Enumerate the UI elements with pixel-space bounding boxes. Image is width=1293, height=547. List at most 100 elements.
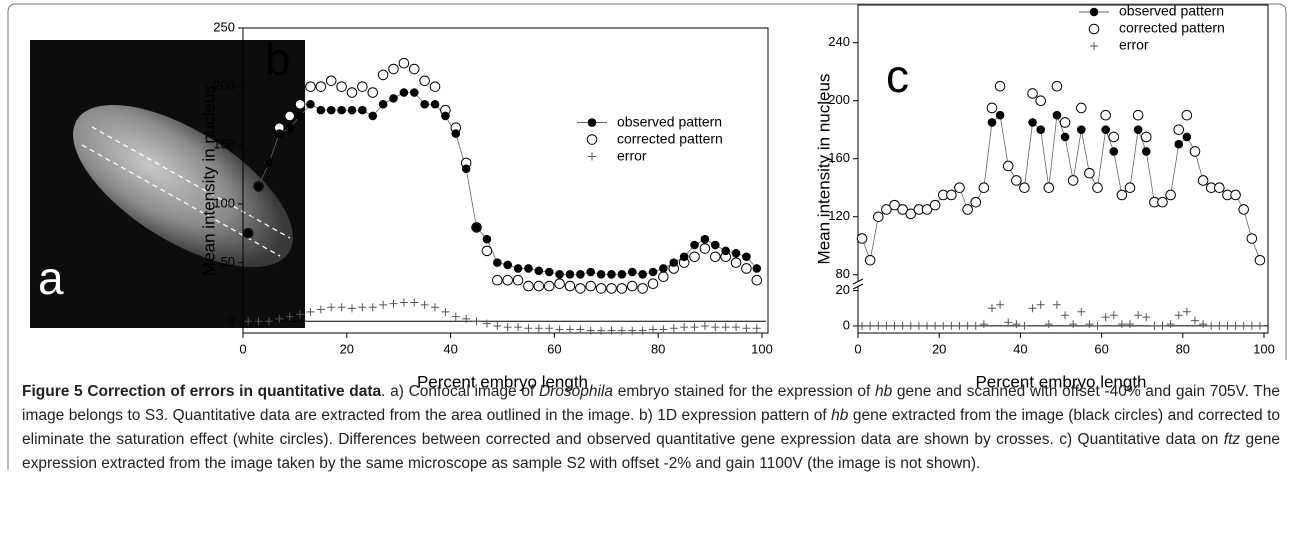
data-point	[1197, 175, 1209, 186]
data-point	[1027, 88, 1038, 99]
data-point	[1174, 139, 1184, 149]
data-point	[461, 164, 471, 174]
data-point	[617, 270, 627, 279]
legend-label: error	[1119, 37, 1149, 53]
panel-label: a	[38, 252, 64, 304]
legend-label: observed pattern	[1119, 3, 1224, 19]
data-point	[929, 199, 941, 211]
data-point	[1189, 146, 1201, 157]
legend-marker	[587, 118, 597, 127]
data-point	[858, 321, 867, 330]
data-point	[1199, 320, 1208, 329]
x-tick-label: 80	[1176, 341, 1190, 356]
y-axis-label: Mean intensity in nucleus	[199, 85, 218, 276]
data-point	[576, 325, 585, 334]
data-point	[1239, 321, 1248, 330]
data-point	[954, 182, 965, 194]
data-point	[1173, 124, 1185, 136]
x-tick-label: 40	[443, 341, 457, 356]
x-tick-label: 0	[239, 341, 246, 356]
data-point	[555, 325, 564, 334]
data-point	[1165, 189, 1176, 201]
data-point	[1108, 131, 1120, 143]
data-point	[1116, 189, 1128, 201]
y-tick-label: 100	[213, 195, 235, 210]
caption-text: gene and scanned with offset -40% and ga…	[22, 383, 1280, 424]
data-point	[305, 81, 316, 92]
data-point	[955, 321, 964, 330]
outline-line	[91, 126, 291, 239]
data-point	[638, 270, 647, 279]
data-point	[607, 270, 616, 279]
data-point	[377, 69, 389, 81]
data-point	[1036, 300, 1045, 309]
data-point	[534, 324, 543, 333]
caption-text: . a) Confocal image of	[381, 383, 539, 400]
data-point	[628, 326, 637, 335]
data-point	[576, 270, 585, 279]
data-point	[285, 123, 295, 133]
data-point	[492, 274, 503, 286]
data-point	[524, 324, 533, 333]
data-point	[1085, 320, 1094, 329]
data-point	[481, 245, 493, 257]
data-point	[472, 317, 481, 326]
data-point	[906, 321, 915, 330]
data-point	[1117, 320, 1126, 329]
data-point	[742, 252, 751, 262]
data-point	[970, 196, 982, 208]
data-point	[1150, 321, 1159, 330]
data-point	[275, 129, 284, 138]
data-point	[741, 263, 752, 274]
data-point	[503, 260, 512, 270]
x-tick-label: 20	[340, 341, 354, 356]
data-point	[346, 87, 358, 98]
y-tick-label: 20	[836, 282, 850, 297]
panel-label: b	[265, 33, 291, 85]
data-point	[336, 81, 347, 92]
data-point	[398, 57, 410, 69]
data-point	[659, 325, 668, 334]
data-point	[1238, 204, 1249, 215]
data-point	[368, 303, 377, 312]
data-point	[1124, 182, 1136, 194]
data-point	[1077, 125, 1086, 135]
data-point	[1020, 321, 1029, 330]
data-point	[996, 300, 1005, 309]
x-tick-label: 0	[854, 341, 861, 356]
y-axis-label: Mean intensity in nucleus	[814, 74, 833, 265]
data-point	[979, 320, 988, 329]
data-point	[275, 314, 284, 323]
legend-marker	[586, 134, 598, 145]
data-point	[482, 234, 492, 244]
data-point	[1207, 321, 1216, 330]
data-point	[649, 325, 658, 334]
data-point	[890, 321, 899, 330]
data-point	[296, 310, 305, 319]
data-point	[939, 321, 948, 330]
data-point	[1092, 182, 1103, 194]
data-point	[326, 105, 336, 115]
panel-label: c	[886, 50, 909, 102]
y-tick-label: 240	[828, 34, 850, 49]
data-point	[451, 129, 461, 138]
data-point	[995, 110, 1005, 120]
data-point	[1142, 313, 1151, 322]
legend-marker	[1088, 23, 1100, 35]
y-tick-label: 80	[836, 266, 850, 281]
data-point	[1132, 109, 1144, 121]
data-point	[1158, 321, 1167, 330]
data-point	[1133, 125, 1143, 135]
data-point	[493, 258, 502, 267]
caption-text: Figure 5 Correction of errors in quantit…	[22, 383, 382, 400]
data-point	[502, 274, 513, 286]
data-point	[669, 324, 678, 333]
data-point	[1028, 304, 1037, 313]
data-point	[882, 321, 891, 330]
data-point	[368, 111, 378, 121]
data-point	[1182, 307, 1191, 316]
data-point	[565, 270, 575, 279]
data-point	[1043, 182, 1055, 194]
data-point	[1012, 320, 1021, 329]
